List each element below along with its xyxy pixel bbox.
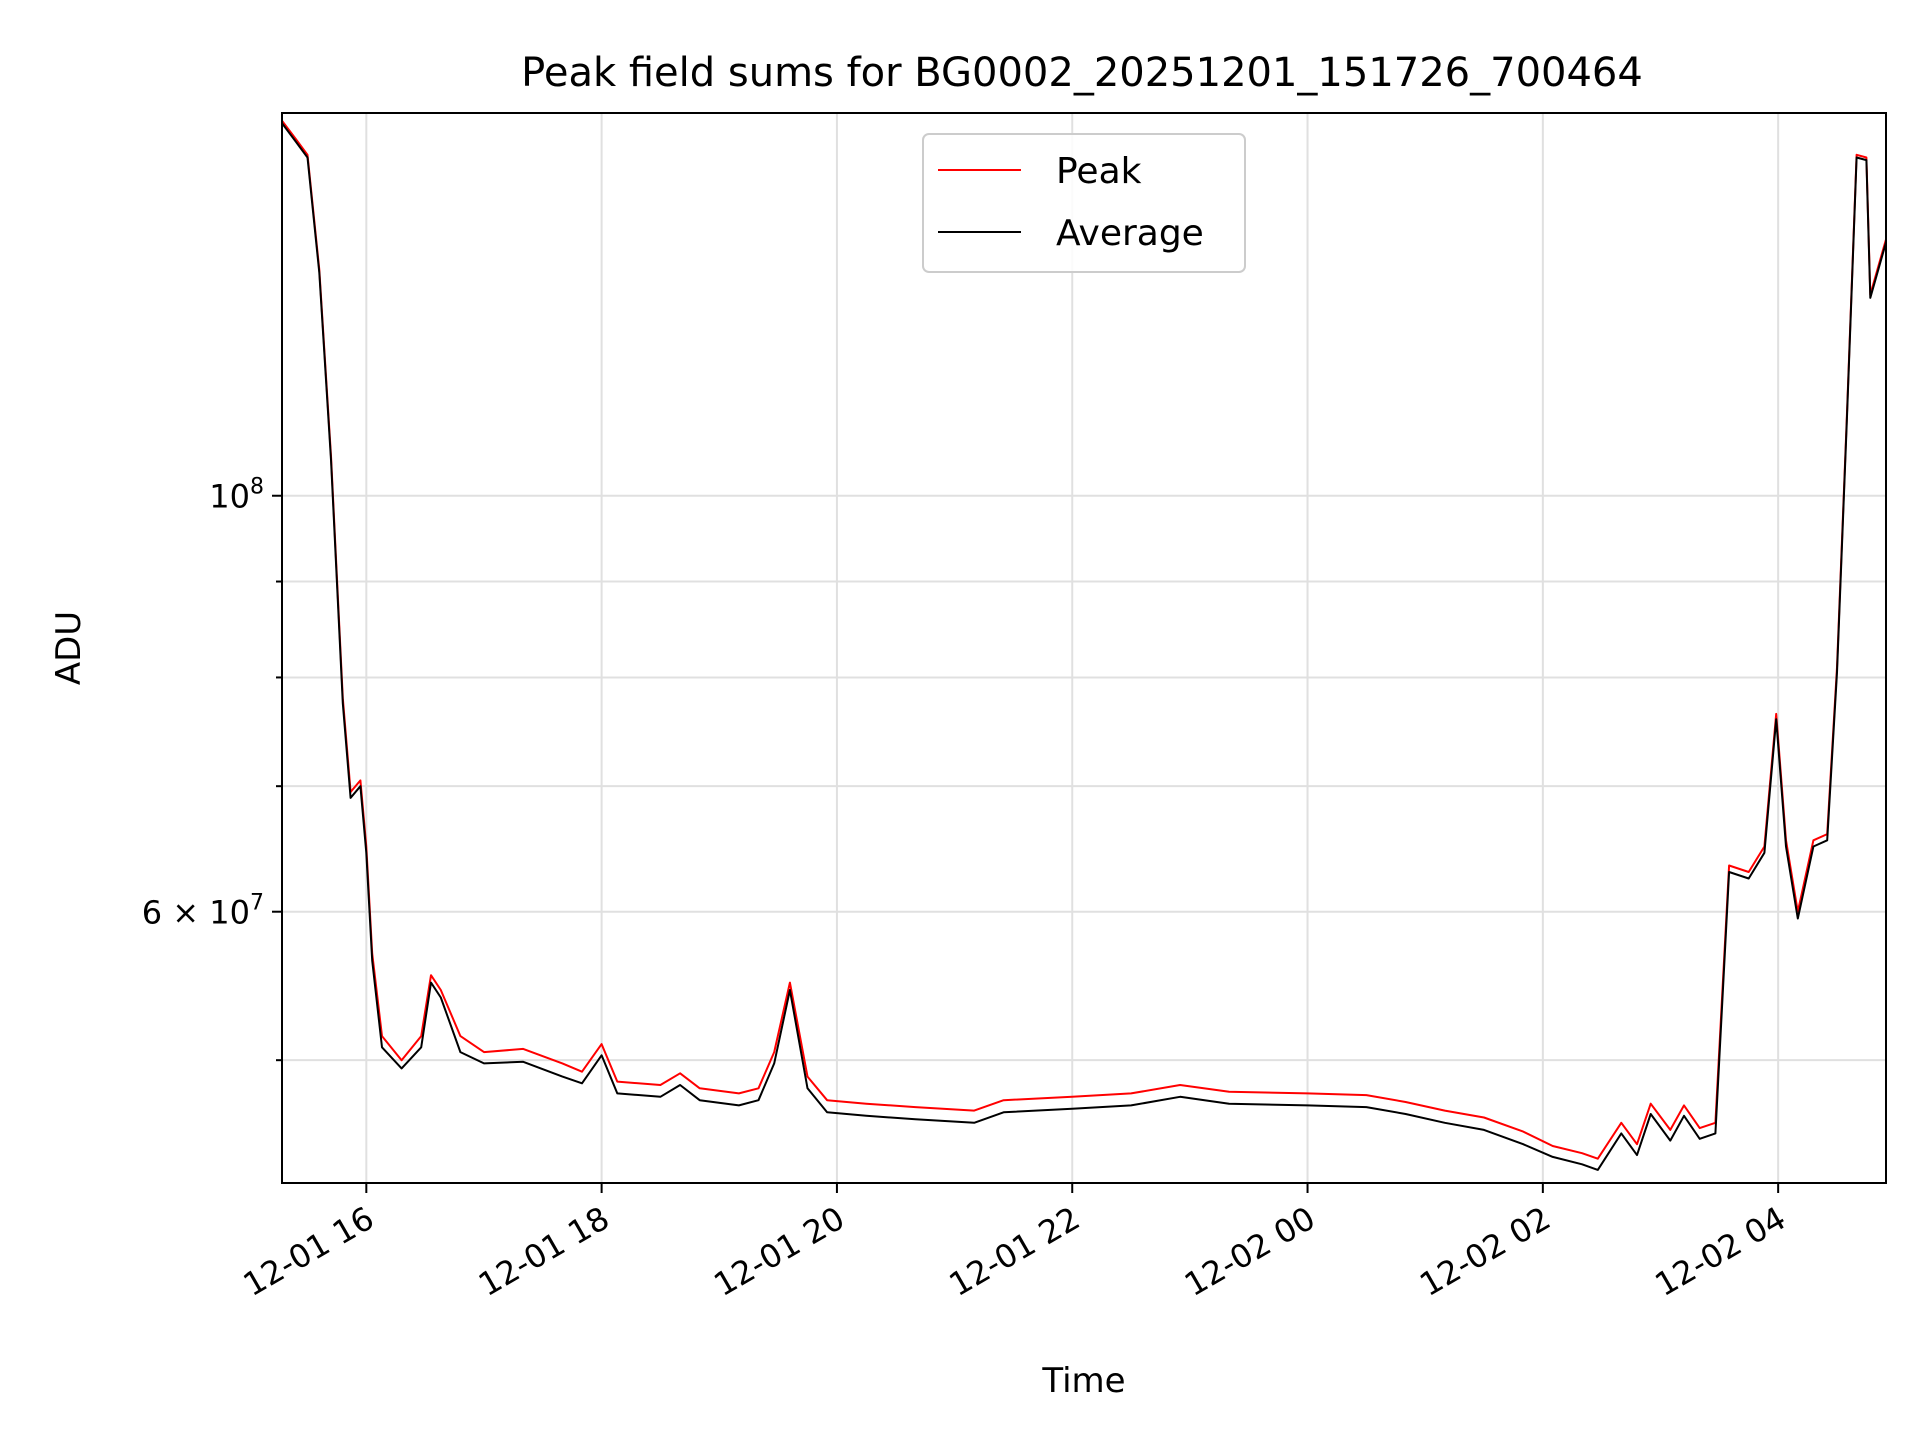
y-tick-exponent: 7 — [250, 891, 264, 916]
y-tick-base: 10 — [209, 478, 250, 516]
legend: Peak Average — [922, 133, 1246, 273]
legend-label-average: Average — [1056, 213, 1204, 254]
y-tick-label: 108 — [209, 475, 264, 516]
grid-lines — [282, 113, 1886, 1183]
plot-frame — [281, 112, 1887, 1184]
series-layer — [282, 120, 1886, 1171]
legend-box — [922, 133, 1246, 273]
y-tick-exponent: 8 — [250, 475, 264, 500]
chart-title: Peak field sums for BG0002_20251201_1517… — [521, 50, 1643, 96]
series-line-peak — [282, 120, 1886, 1160]
y-axis-title: ADU — [49, 611, 89, 685]
y-tick-base: 10 — [209, 894, 250, 932]
y-tick-label: 6 × 107 — [142, 891, 264, 932]
legend-label-peak: Peak — [1056, 151, 1142, 192]
x-axis-title: Time — [1041, 1361, 1125, 1401]
y-tick-multiplier: 6 × — [142, 894, 210, 932]
series-line-average — [282, 122, 1886, 1171]
